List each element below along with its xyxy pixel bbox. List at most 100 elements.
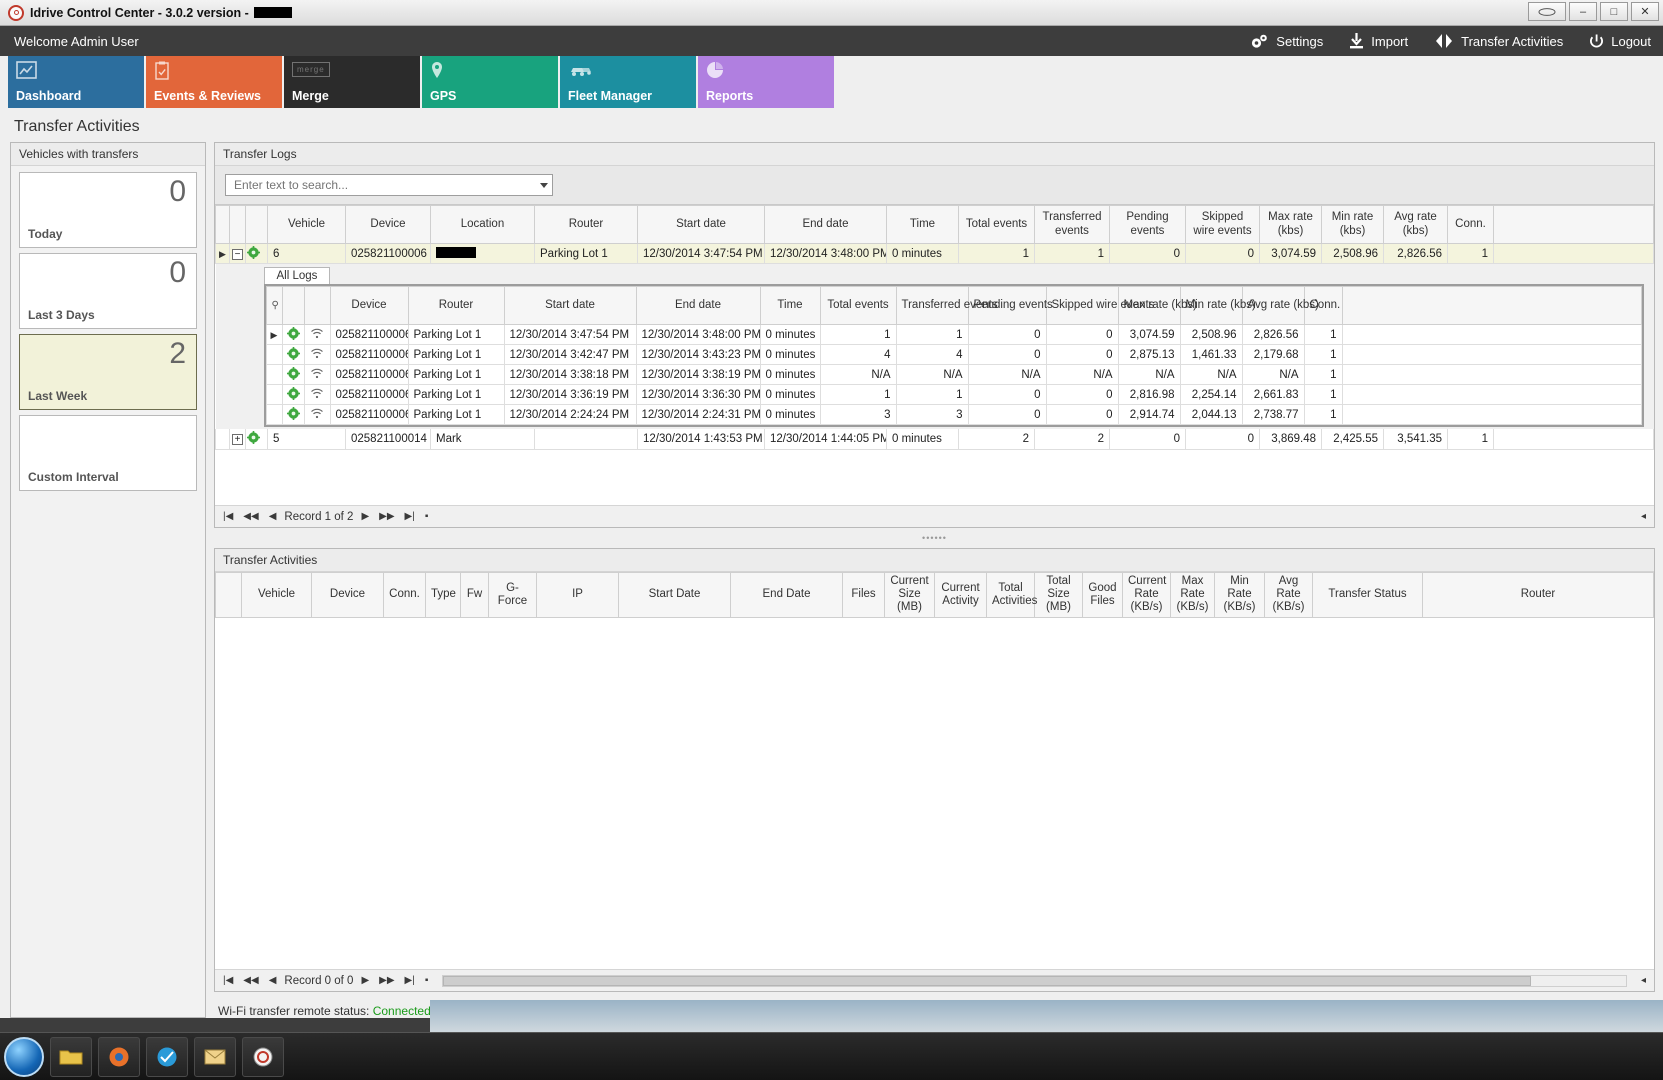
ta-col-current-size[interactable]: Current Size (MB) bbox=[884, 572, 935, 618]
ta-col-device[interactable]: Device bbox=[311, 572, 384, 618]
col-router[interactable]: Router bbox=[534, 205, 638, 244]
panel-splitter[interactable]: •••••• bbox=[922, 533, 947, 543]
ta-col-total-size[interactable]: Total Size (MB) bbox=[1034, 572, 1083, 618]
detail-col-max-rate[interactable]: Max rate (kbs) bbox=[1117, 286, 1197, 325]
ta-col-good-files[interactable]: Good Files bbox=[1082, 572, 1123, 618]
detail-col-time[interactable]: Time bbox=[759, 286, 821, 325]
detail-col-pending-events[interactable]: Pending events bbox=[967, 286, 1053, 325]
ta-col-avg-rate[interactable]: Avg Rate (KB/s) bbox=[1264, 572, 1313, 618]
ta-col-vehicle[interactable]: Vehicle bbox=[241, 572, 312, 618]
table-row[interactable]: 025821100006 Parking Lot 1 12/30/2014 3:36… bbox=[265, 384, 1642, 405]
ta-col-total-activities[interactable]: Total Activities bbox=[986, 572, 1037, 618]
col-vehicle[interactable]: Vehicle bbox=[267, 205, 346, 244]
ta-first-page-button[interactable]: |◀ bbox=[223, 975, 234, 986]
ta-col-fw[interactable]: Fw bbox=[460, 572, 489, 618]
ta-col-current-activity[interactable]: Current Activity bbox=[934, 572, 987, 618]
detail-col-total-events[interactable]: Total events bbox=[819, 286, 897, 325]
maximize-button[interactable]: □ bbox=[1600, 2, 1628, 21]
ta-col-current-rate[interactable]: Current Rate (KB/s) bbox=[1122, 572, 1171, 618]
ta-next-page-button[interactable]: ▶▶ bbox=[379, 975, 395, 986]
tab-all-logs[interactable]: All Logs bbox=[263, 267, 331, 284]
detail-col-avg-rate[interactable]: Avg rate (kbs) bbox=[1241, 286, 1319, 325]
col-max-rate[interactable]: Max rate (kbs) bbox=[1259, 205, 1322, 244]
settings-button[interactable]: Settings bbox=[1249, 33, 1323, 50]
next-page-button[interactable]: ▶▶ bbox=[379, 511, 395, 522]
interval-card-last-week[interactable]: 2 Last Week bbox=[19, 334, 197, 410]
detail-col-router[interactable]: Router bbox=[407, 286, 505, 325]
ta-last-page-button[interactable]: ▶| bbox=[404, 975, 415, 986]
nav-tile-reports[interactable]: Reports bbox=[698, 56, 834, 108]
last-page-button[interactable]: ▶| bbox=[404, 511, 415, 522]
table-row[interactable]: 025821100006 Parking Lot 1 12/30/2014 3:38… bbox=[265, 364, 1642, 385]
ta-col-min-rate[interactable]: Min Rate (KB/s) bbox=[1214, 572, 1265, 618]
ta-col-conn[interactable]: Conn. bbox=[383, 572, 426, 618]
detail-col-start-date[interactable]: Start date bbox=[503, 286, 637, 325]
detail-col-device[interactable]: Device bbox=[329, 286, 409, 325]
firefox-icon[interactable] bbox=[98, 1036, 140, 1077]
restore-help-button[interactable] bbox=[1528, 2, 1566, 21]
col-location[interactable]: Location bbox=[430, 205, 535, 244]
col-conn[interactable]: Conn. bbox=[1447, 205, 1494, 244]
minimize-button[interactable]: – bbox=[1569, 2, 1597, 21]
ta-next-record-button[interactable]: ▶ bbox=[361, 975, 370, 986]
nav-tile-dashboard[interactable]: Dashboard bbox=[8, 56, 144, 108]
table-row[interactable]: 025821100006 Parking Lot 1 12/30/2014 3:42… bbox=[265, 344, 1642, 365]
nav-tile-merge[interactable]: merge Merge bbox=[284, 56, 420, 108]
nav-tile-events-reviews[interactable]: Events & Reviews bbox=[146, 56, 282, 108]
ta-col-transfer-status[interactable]: Transfer Status bbox=[1312, 572, 1423, 618]
col-start-date[interactable]: Start date bbox=[637, 205, 765, 244]
table-row[interactable]: + 5 025821100014 Mark 12/30/2014 1:43:53… bbox=[215, 429, 1654, 450]
interval-card-last-3-days[interactable]: 0 Last 3 Days bbox=[19, 253, 197, 329]
row-expander[interactable]: + bbox=[229, 429, 246, 450]
ta-col-start-date[interactable]: Start Date bbox=[618, 572, 731, 618]
mail-icon[interactable] bbox=[194, 1036, 236, 1077]
ta-pager-resize-grip[interactable]: ◂ bbox=[1640, 975, 1646, 986]
col-transferred-events[interactable]: Transferred events bbox=[1034, 205, 1110, 244]
ta-col-end-date[interactable]: End Date bbox=[730, 572, 843, 618]
search-input-wrapper[interactable] bbox=[225, 174, 553, 196]
detail-col-min-rate[interactable]: Min rate (kbs) bbox=[1179, 286, 1256, 325]
detail-col-conn[interactable]: Conn. bbox=[1303, 286, 1343, 325]
explorer-icon[interactable] bbox=[50, 1036, 92, 1077]
close-button[interactable]: ✕ bbox=[1631, 2, 1659, 21]
messenger-icon[interactable] bbox=[146, 1036, 188, 1077]
nav-tile-gps[interactable]: GPS bbox=[422, 56, 558, 108]
scrollbar-thumb[interactable] bbox=[443, 975, 1532, 986]
prev-page-button[interactable]: ◀◀ bbox=[243, 511, 259, 522]
col-min-rate[interactable]: Min rate (kbs) bbox=[1321, 205, 1384, 244]
ta-col-files[interactable]: Files bbox=[842, 572, 885, 618]
logout-button[interactable]: Logout bbox=[1589, 34, 1651, 49]
ta-col-router[interactable]: Router bbox=[1422, 572, 1654, 618]
ta-col-ip[interactable]: IP bbox=[536, 572, 619, 618]
chevron-down-icon[interactable] bbox=[540, 182, 548, 188]
ta-prev-record-button[interactable]: ◀ bbox=[268, 975, 277, 986]
col-end-date[interactable]: End date bbox=[764, 205, 887, 244]
col-device[interactable]: Device bbox=[345, 205, 431, 244]
app-icon[interactable] bbox=[242, 1036, 284, 1077]
col-pending-events[interactable]: Pending events bbox=[1109, 205, 1186, 244]
interval-card-custom-interval[interactable]: Custom Interval bbox=[19, 415, 197, 491]
col-avg-rate[interactable]: Avg rate (kbs) bbox=[1383, 205, 1448, 244]
next-record-button[interactable]: ▶ bbox=[361, 511, 370, 522]
ta-prev-page-button[interactable]: ◀◀ bbox=[243, 975, 259, 986]
import-button[interactable]: Import bbox=[1349, 33, 1408, 49]
start-orb-icon[interactable] bbox=[4, 1036, 44, 1077]
col-total-events[interactable]: Total events bbox=[958, 205, 1035, 244]
table-row[interactable]: ▶ 025821100006 Parking Lot 1 12/30/2014 3:4… bbox=[265, 324, 1642, 345]
detail-search-col[interactable]: ⚲ bbox=[265, 286, 283, 325]
transfer-activities-button[interactable]: Transfer Activities bbox=[1434, 33, 1563, 49]
horizontal-scrollbar[interactable] bbox=[442, 974, 1627, 987]
pager-resize-grip[interactable]: ◂ bbox=[1640, 511, 1646, 522]
table-row[interactable]: ▶ − 6 025821100006 Parking Lot 1 12/30/2… bbox=[215, 243, 1654, 264]
ta-col-type[interactable]: Type bbox=[425, 572, 461, 618]
col-skipped-wire-events[interactable]: Skipped wire events bbox=[1185, 205, 1260, 244]
col-time[interactable]: Time bbox=[886, 205, 959, 244]
detail-col-end-date[interactable]: End date bbox=[635, 286, 761, 325]
detail-col-transferred-events[interactable]: Transferred events bbox=[895, 286, 998, 325]
prev-record-button[interactable]: ◀ bbox=[268, 511, 277, 522]
ta-col-max-rate[interactable]: Max Rate (KB/s) bbox=[1170, 572, 1215, 618]
interval-card-today[interactable]: 0 Today bbox=[19, 172, 197, 248]
search-input[interactable] bbox=[232, 177, 536, 193]
detail-col-skipped-wire-events[interactable]: Skipped wire events bbox=[1045, 286, 1154, 325]
first-page-button[interactable]: |◀ bbox=[223, 511, 234, 522]
